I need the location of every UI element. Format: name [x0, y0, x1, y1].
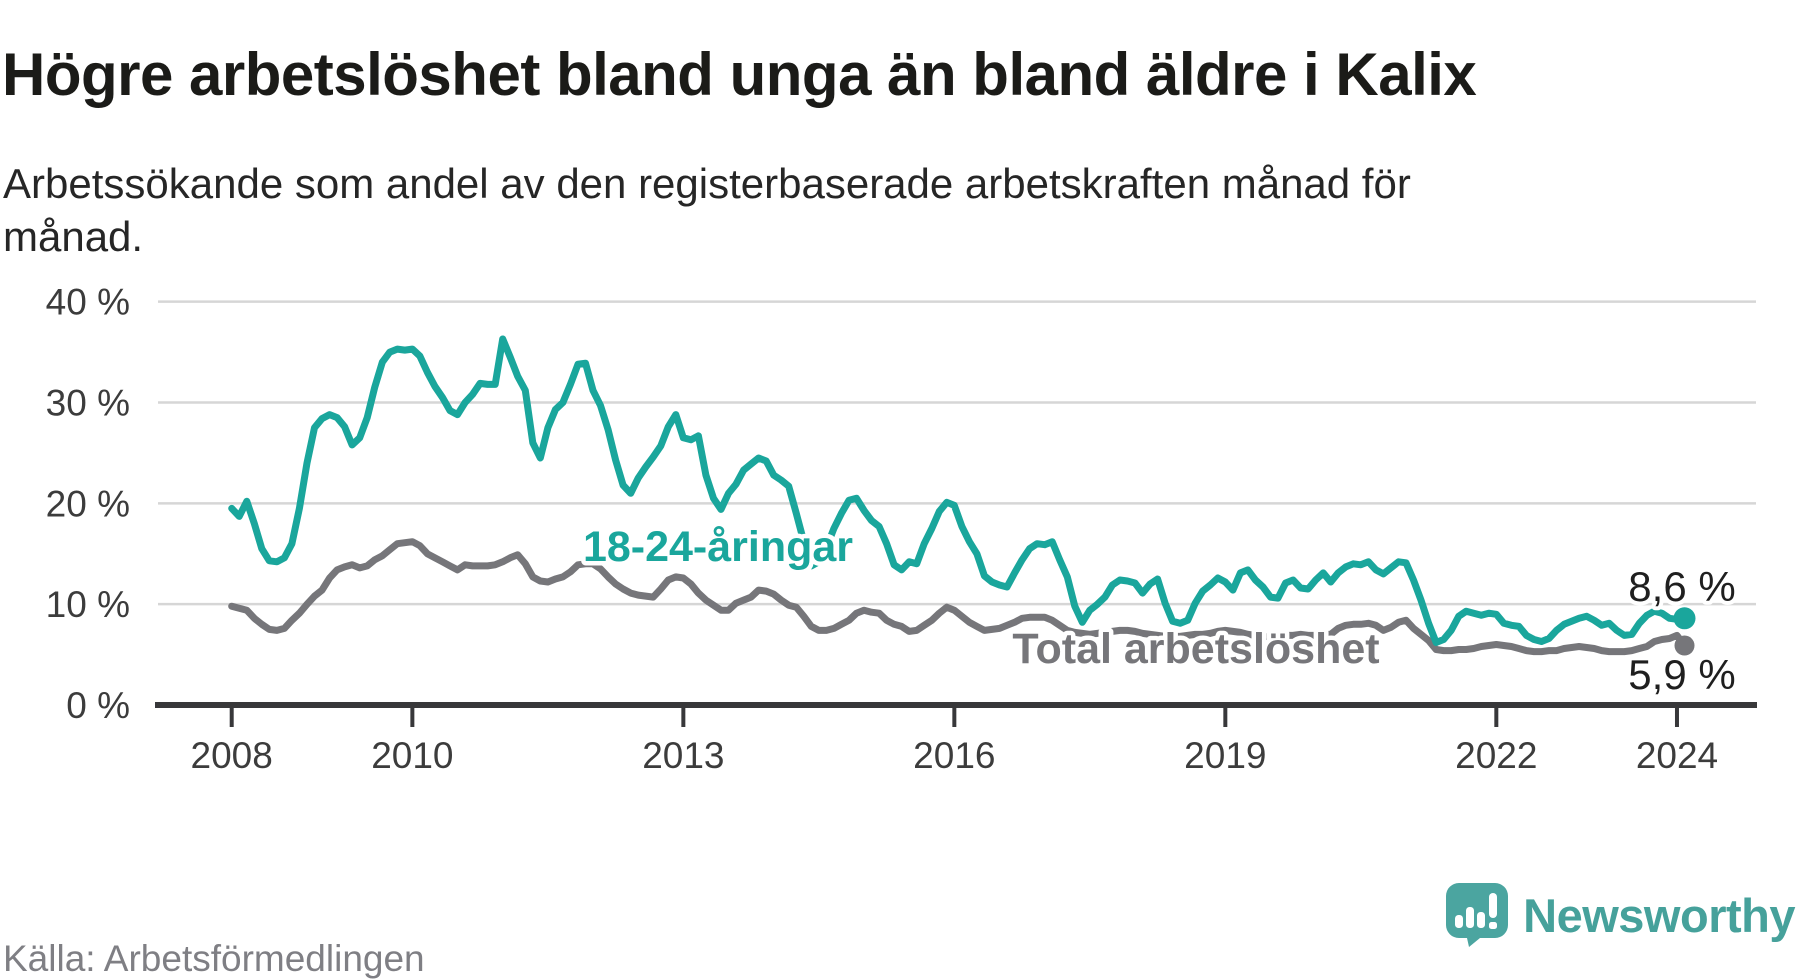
line-youth	[228, 335, 1688, 646]
x-tick-label-2019: 2019	[1184, 735, 1266, 776]
newsworthy-bubble-icon	[1446, 883, 1509, 947]
chart-subtitle: Arbetssökande som andel av den registerb…	[3, 160, 1411, 260]
line-total	[228, 538, 1688, 656]
x-tick-label-2010: 2010	[371, 735, 453, 776]
x-tick-label-2013: 2013	[642, 735, 724, 776]
end-dot-youth	[1673, 607, 1696, 630]
x-tick-label-2008: 2008	[191, 735, 273, 776]
series-label-total: Total arbetslöshet	[1012, 625, 1379, 673]
page-title: Högre arbetslöshet bland unga än bland ä…	[2, 41, 1477, 109]
x-tick-label-2022: 2022	[1455, 735, 1537, 776]
source-note: Källa: Arbetsförmedlingen	[3, 938, 425, 979]
unemployment-line-chart: 40 % 30 % 20 % 10 % 0 % 2008 2010 2013 2016 2019 2…	[46, 282, 1757, 776]
y-tick-label-0: 0 %	[66, 685, 130, 726]
newsworthy-wordmark: Newsworthy	[1523, 888, 1795, 942]
end-value-label-total: 5,9 %	[1628, 651, 1735, 698]
y-tick-label-10: 10 %	[46, 584, 130, 625]
x-tick-label-2016: 2016	[913, 735, 995, 776]
series-label-youth: 18-24-åringar	[583, 523, 853, 571]
end-dot-total	[1674, 635, 1695, 656]
y-tick-label-30: 30 %	[46, 382, 130, 423]
x-tick-label-2024: 2024	[1636, 735, 1718, 776]
y-tick-label-40: 40 %	[46, 282, 130, 323]
end-value-label-youth: 8,6 %	[1628, 563, 1735, 610]
newsworthy-logo: Newsworthy	[1446, 883, 1795, 947]
y-tick-label-20: 20 %	[46, 483, 130, 524]
